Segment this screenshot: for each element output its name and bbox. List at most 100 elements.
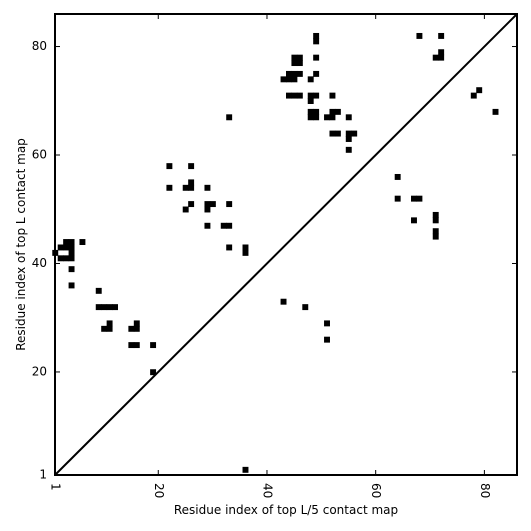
contact-cell-top-l [307,114,314,121]
contact-cell-top-l5 [95,304,102,311]
x-tick-label: 60 [369,483,383,498]
x-tick-label: 40 [260,483,274,498]
contact-cell-top-l [329,130,336,137]
contact-cell-top-l5 [63,244,70,251]
contact-cell-top-l [286,76,292,83]
contact-cell-top-l [394,173,401,180]
contact-cell-top-l [345,136,352,142]
contact-cell-top-l [329,114,336,121]
contact-cell-top-l [432,54,439,61]
x-tick-label: 20 [152,483,166,498]
y-tick-label: 1 [39,468,47,482]
contact-cell-top-l [394,195,401,202]
contact-cell-top-l [492,108,499,115]
y-tick-label: 20 [32,364,47,378]
contact-cell-top-l5 [68,244,75,251]
contact-cell-top-l [432,217,439,224]
contact-cell-top-l [204,206,211,213]
contact-cell-top-l5 [63,239,70,246]
contact-cell-top-l [438,32,445,39]
plot-frame [54,13,518,476]
contact-cell-top-l [307,98,314,104]
contact-cell-top-l [345,114,352,121]
contact-cell-top-l [166,184,173,191]
contact-cell-top-l [188,179,195,186]
diagonal-line [54,13,518,476]
contact-cell-top-l [291,54,298,61]
contact-cell-top-l [182,206,189,213]
contact-cell-top-l [313,108,320,115]
contact-cell-top-l [307,108,314,115]
contact-cell-top-l5 [68,282,75,289]
contact-cell-top-l5 [68,255,75,262]
contact-cell-top-l5 [106,304,113,311]
contact-cell-top-l [438,54,445,61]
contact-cell-top-l [188,184,195,191]
contact-cell-top-l5 [324,336,330,343]
contact-cell-top-l5 [106,320,113,327]
contact-cell-top-l [242,249,249,256]
contact-cell-top-l [226,114,233,121]
x-tick-label: 80 [478,483,492,498]
contact-cell-top-l [166,163,173,170]
contact-cell-top-l [209,201,216,208]
contact-cell-top-l [313,54,320,61]
contact-cell-top-l5 [95,287,102,294]
contact-cell-top-l [280,76,287,83]
contact-cell-top-l5 [101,325,108,332]
contact-cell-top-l [204,222,211,229]
contact-cell-top-l [432,228,439,235]
contact-cell-top-l5 [150,369,157,376]
contact-cell-top-l [291,76,298,83]
contact-cell-top-l5 [242,466,249,473]
contact-cell-top-l5 [68,239,75,246]
contact-cell-top-l5 [133,342,140,349]
contact-cell-top-l [313,38,320,45]
contact-cell-top-l [411,195,417,202]
contact-cell-top-l [345,146,352,153]
contact-cell-top-l5 [133,325,140,332]
contact-cell-top-l5 [280,298,287,305]
contact-cell-top-l5 [57,255,64,262]
contact-cell-top-l [296,92,303,99]
contact-cell-top-l5 [133,320,140,327]
contact-cell-top-l5 [68,266,75,273]
contact-cell-top-l [226,244,233,251]
contact-cell-top-l5 [63,255,70,262]
contact-cell-top-l [334,108,341,115]
y-tick-label: 80 [32,39,47,53]
y-tick-label: 40 [32,256,47,270]
contact-cell-top-l [334,130,341,137]
axis-ticks: 1 20 40 60 80 1 20 40 60 80 [32,14,517,498]
contact-cell-top-l [470,92,477,99]
contact-cell-top-l [242,244,249,251]
contact-cell-top-l [204,201,211,208]
contact-cell-top-l [291,92,298,99]
contact-cell-top-l [313,32,320,39]
contact-cell-top-l5 [324,320,330,327]
contact-cell-top-l [432,211,439,218]
x-axis-label: Residue index of top L/5 contact map [174,503,398,517]
contact-cell-top-l [351,130,358,137]
contact-cell-top-l [286,70,292,77]
contact-cell-top-l [204,184,211,191]
contact-cell-top-l [313,92,320,99]
contact-cell-top-l [182,184,189,191]
contact-cell-top-l [220,222,227,229]
contact-cell-top-l [188,163,195,170]
contact-cell-top-l [329,92,336,99]
contact-cell-top-l [291,60,298,67]
contact-cell-top-l [296,54,303,61]
contact-cells [52,32,499,473]
contact-cell-top-l5 [112,304,119,311]
contact-cell-top-l [432,233,439,240]
contact-cell-top-l [307,92,314,99]
contact-cell-top-l [313,114,320,121]
contact-cell-top-l [307,76,314,83]
contact-cell-top-l5 [150,342,157,349]
contact-cell-top-l [188,201,195,208]
x-tick-label: 1 [49,483,63,491]
contact-cell-top-l5 [106,325,113,332]
contact-cell-top-l5 [57,244,64,251]
